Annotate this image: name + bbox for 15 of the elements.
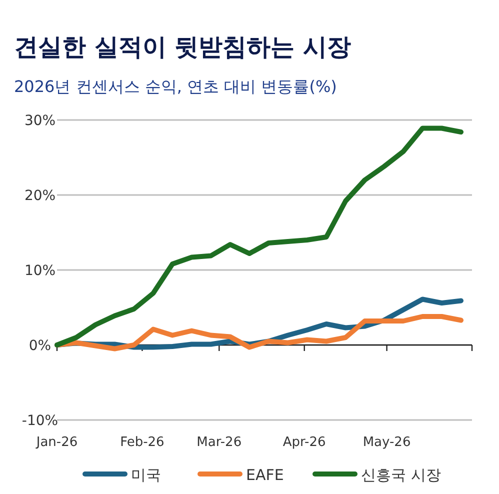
x-tick-label: Apr-26 — [282, 435, 326, 450]
legend-label: EAFE — [246, 466, 284, 484]
y-tick-label: 0% — [28, 338, 52, 354]
x-tick-label: Jan-26 — [35, 435, 78, 450]
y-tick-label: 30% — [24, 113, 56, 129]
y-tick-label: 10% — [24, 263, 56, 279]
chart-subtitle: 2026년 컨센서스 순익, 연초 대비 변동률(%) — [14, 77, 337, 96]
legend-label: 신흥국 시장 — [361, 466, 441, 484]
chart-title: 견실한 실적이 뒷받침하는 시장 — [14, 33, 352, 61]
x-tick-label: May-26 — [362, 435, 411, 450]
x-tick-label: Feb-26 — [120, 435, 164, 450]
x-tick-label: Mar-26 — [196, 435, 242, 450]
y-tick-label: -10% — [22, 413, 58, 429]
y-tick-label: 20% — [24, 188, 56, 204]
legend-label: 미국 — [131, 466, 161, 484]
